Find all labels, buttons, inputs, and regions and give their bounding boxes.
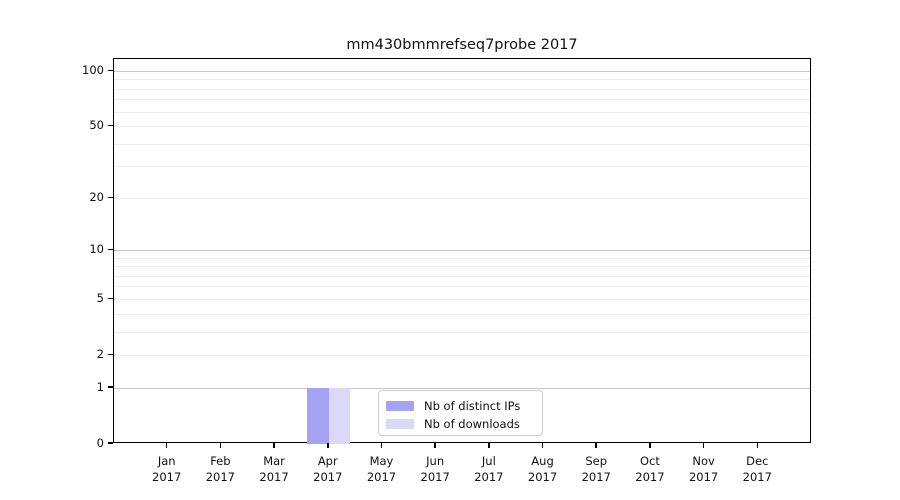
x-tick — [702, 443, 705, 448]
x-tick — [595, 443, 597, 448]
minor-gridline — [114, 286, 810, 288]
legend-label-distinct-ips: Nb of distinct IPs — [424, 398, 521, 413]
legend-swatch-downloads-icon — [386, 418, 414, 429]
minor-gridline — [114, 266, 810, 268]
y-tick-label: 50 — [89, 118, 104, 133]
x-tick-label: Dec 2017 — [742, 454, 772, 484]
x-tick — [219, 443, 222, 448]
x-tick — [756, 443, 759, 448]
y-tick — [108, 353, 113, 356]
legend-swatch-distinct-ips-icon — [386, 400, 414, 411]
minor-gridline — [114, 143, 810, 145]
y-tick-label: 1 — [96, 379, 104, 394]
minor-gridline — [114, 354, 810, 356]
chart-title: mm430bmmrefseq7probe 2017 — [346, 37, 578, 53]
x-tick-label: Nov 2017 — [688, 454, 719, 484]
minor-gridline — [114, 331, 810, 333]
x-tick — [380, 443, 383, 448]
x-tick-label: May 2017 — [366, 454, 397, 484]
x-tick — [488, 443, 490, 448]
x-tick-label: Aug 2017 — [527, 454, 558, 484]
y-tick — [108, 124, 113, 127]
minor-gridline — [114, 313, 810, 315]
minor-gridline — [114, 99, 810, 101]
y-tick — [108, 442, 113, 444]
legend-label-downloads: Nb of downloads — [424, 416, 520, 431]
minor-gridline — [114, 88, 810, 90]
x-tick-label: Feb 2017 — [205, 454, 236, 484]
x-tick — [165, 443, 168, 448]
x-tick-label: Jun 2017 — [420, 454, 450, 484]
major-gridline — [114, 249, 810, 251]
major-gridline — [114, 70, 810, 72]
x-tick — [541, 443, 544, 448]
major-gridline — [114, 387, 810, 389]
y-tick-label: 2 — [96, 346, 104, 361]
x-tick-label: Sep 2017 — [581, 454, 611, 484]
y-tick — [108, 248, 113, 251]
y-tick — [108, 297, 113, 300]
minor-gridline — [114, 298, 810, 300]
bar-apr-2017 — [328, 388, 351, 444]
y-tick-label: 5 — [96, 290, 104, 305]
y-tick — [108, 69, 113, 72]
y-tick — [108, 196, 113, 198]
x-tick-label: Apr 2017 — [313, 454, 343, 484]
x-tick-label: Jul 2017 — [474, 454, 504, 484]
plot-area — [113, 58, 811, 444]
minor-gridline — [114, 111, 810, 113]
minor-gridline — [114, 166, 810, 168]
y-tick — [108, 386, 113, 388]
y-tick-label: 20 — [89, 189, 104, 204]
legend-item-distinct-ips: Nb of distinct IPs — [386, 397, 534, 414]
x-tick — [649, 443, 651, 448]
x-tick-label: Mar 2017 — [259, 454, 289, 484]
minor-gridline — [114, 275, 810, 277]
y-tick-label: 10 — [89, 241, 104, 256]
y-tick-label: 0 — [96, 435, 104, 450]
y-tick-label: 100 — [82, 62, 104, 77]
x-tick — [273, 443, 275, 448]
x-tick — [434, 443, 436, 448]
x-tick — [327, 443, 329, 448]
minor-gridline — [114, 79, 810, 81]
x-tick-label: Jan 2017 — [152, 454, 182, 484]
x-tick-label: Oct 2017 — [635, 454, 665, 484]
legend: Nb of distinct IPs Nb of downloads — [378, 390, 543, 436]
minor-gridline — [114, 197, 810, 199]
bar-apr-2017 — [307, 388, 329, 444]
minor-gridline — [114, 126, 810, 128]
legend-item-downloads: Nb of downloads — [386, 415, 534, 432]
minor-gridline — [114, 257, 810, 259]
